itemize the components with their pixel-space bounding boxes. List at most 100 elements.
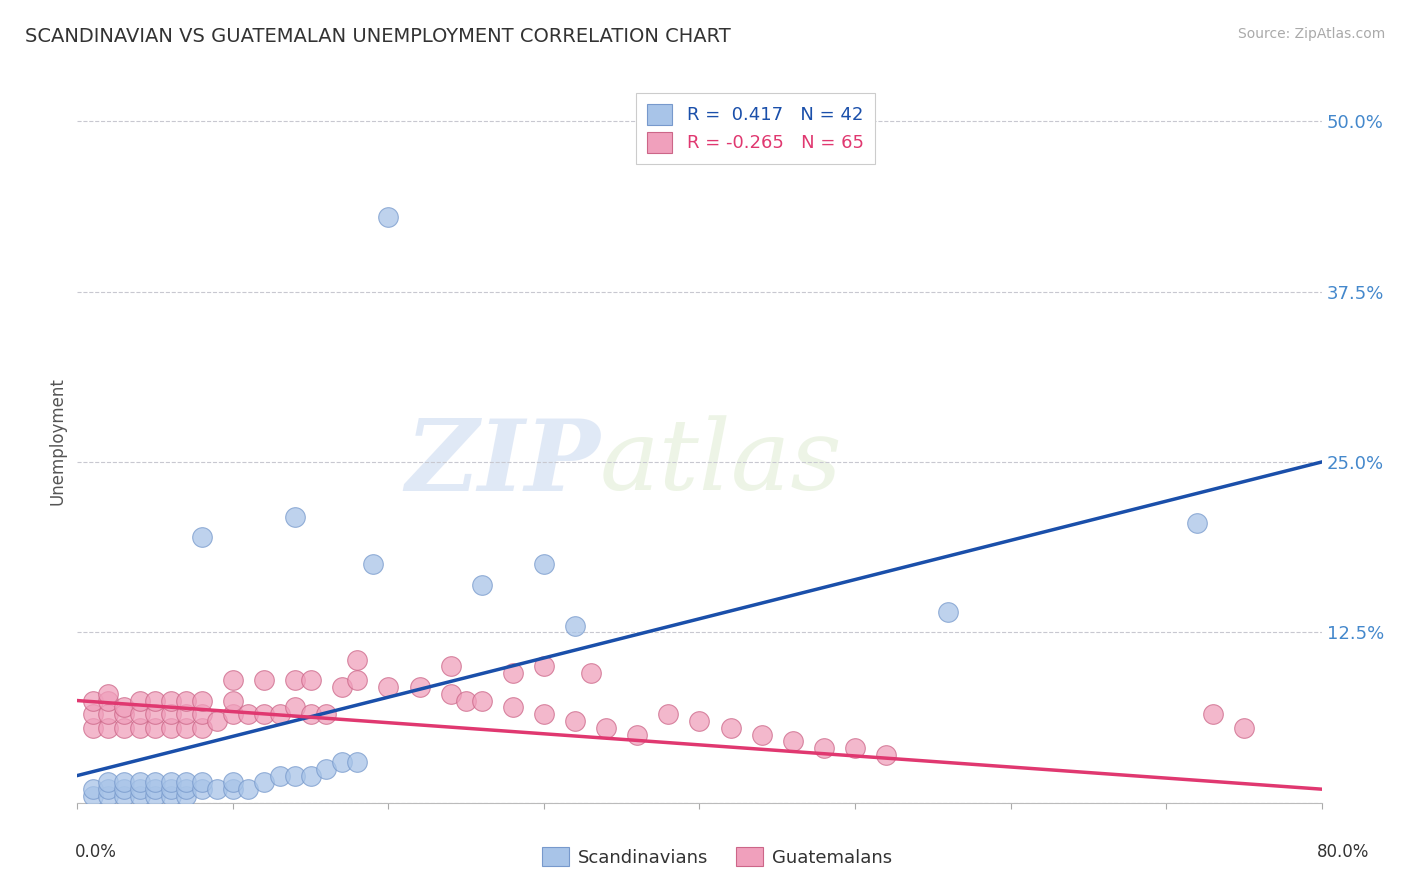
Point — [377, 210, 399, 224]
Point — [97, 693, 120, 707]
Point — [222, 775, 245, 789]
Point — [579, 666, 602, 681]
Point — [284, 700, 307, 714]
Point — [456, 693, 478, 707]
Point — [97, 707, 120, 722]
Point — [471, 693, 494, 707]
Point — [626, 728, 648, 742]
Point — [238, 782, 260, 797]
Point — [190, 782, 214, 797]
Point — [284, 509, 307, 524]
Point — [143, 693, 166, 707]
Point — [269, 707, 291, 722]
Point — [174, 789, 197, 803]
Point — [299, 673, 322, 687]
Point — [689, 714, 711, 728]
Point — [595, 721, 617, 735]
Point — [1233, 721, 1256, 735]
Point — [207, 714, 229, 728]
Point — [159, 775, 181, 789]
Point — [936, 605, 959, 619]
Text: SCANDINAVIAN VS GUATEMALAN UNEMPLOYMENT CORRELATION CHART: SCANDINAVIAN VS GUATEMALAN UNEMPLOYMENT … — [25, 27, 731, 45]
Point — [502, 700, 524, 714]
Point — [112, 700, 135, 714]
Point — [174, 693, 197, 707]
Point — [875, 748, 897, 763]
Point — [533, 659, 555, 673]
Legend: Scandinavians, Guatemalans: Scandinavians, Guatemalans — [534, 840, 900, 874]
Point — [143, 721, 166, 735]
Text: ZIP: ZIP — [405, 415, 600, 511]
Point — [471, 577, 494, 591]
Point — [315, 762, 337, 776]
Point — [174, 707, 197, 722]
Point — [159, 789, 181, 803]
Point — [533, 558, 555, 572]
Point — [190, 775, 214, 789]
Point — [112, 782, 135, 797]
Point — [143, 707, 166, 722]
Point — [174, 775, 197, 789]
Point — [330, 680, 353, 694]
Point — [315, 707, 337, 722]
Point — [82, 721, 104, 735]
Point — [143, 789, 166, 803]
Point — [82, 789, 104, 803]
Point — [128, 693, 150, 707]
Point — [128, 775, 150, 789]
Point — [299, 707, 322, 722]
Point — [502, 666, 524, 681]
Point — [346, 673, 368, 687]
Point — [564, 618, 586, 632]
Point — [190, 721, 214, 735]
Point — [253, 673, 276, 687]
Point — [284, 673, 307, 687]
Point — [190, 693, 214, 707]
Point — [143, 782, 166, 797]
Point — [813, 741, 835, 756]
Point — [159, 707, 181, 722]
Point — [128, 789, 150, 803]
Text: 0.0%: 0.0% — [75, 843, 117, 861]
Text: Source: ZipAtlas.com: Source: ZipAtlas.com — [1237, 27, 1385, 41]
Point — [128, 782, 150, 797]
Point — [112, 707, 135, 722]
Point — [143, 775, 166, 789]
Text: atlas: atlas — [600, 416, 842, 511]
Legend: R =  0.417   N = 42, R = -0.265   N = 65: R = 0.417 N = 42, R = -0.265 N = 65 — [637, 93, 875, 163]
Point — [82, 707, 104, 722]
Point — [377, 680, 399, 694]
Point — [174, 721, 197, 735]
Point — [222, 693, 245, 707]
Point — [174, 782, 197, 797]
Point — [128, 707, 150, 722]
Point — [128, 721, 150, 735]
Point — [97, 789, 120, 803]
Point — [284, 768, 307, 782]
Point — [190, 530, 214, 544]
Point — [97, 782, 120, 797]
Point — [253, 707, 276, 722]
Point — [112, 775, 135, 789]
Point — [330, 755, 353, 769]
Point — [408, 680, 430, 694]
Point — [190, 707, 214, 722]
Point — [112, 721, 135, 735]
Point — [657, 707, 679, 722]
Point — [844, 741, 866, 756]
Point — [1185, 516, 1208, 531]
Point — [159, 693, 181, 707]
Point — [112, 789, 135, 803]
Point — [97, 687, 120, 701]
Y-axis label: Unemployment: Unemployment — [48, 377, 66, 506]
Point — [159, 782, 181, 797]
Point — [439, 659, 461, 673]
Point — [82, 693, 104, 707]
Point — [782, 734, 804, 748]
Point — [207, 782, 229, 797]
Point — [253, 775, 276, 789]
Point — [346, 653, 368, 667]
Point — [222, 782, 245, 797]
Point — [159, 721, 181, 735]
Point — [439, 687, 461, 701]
